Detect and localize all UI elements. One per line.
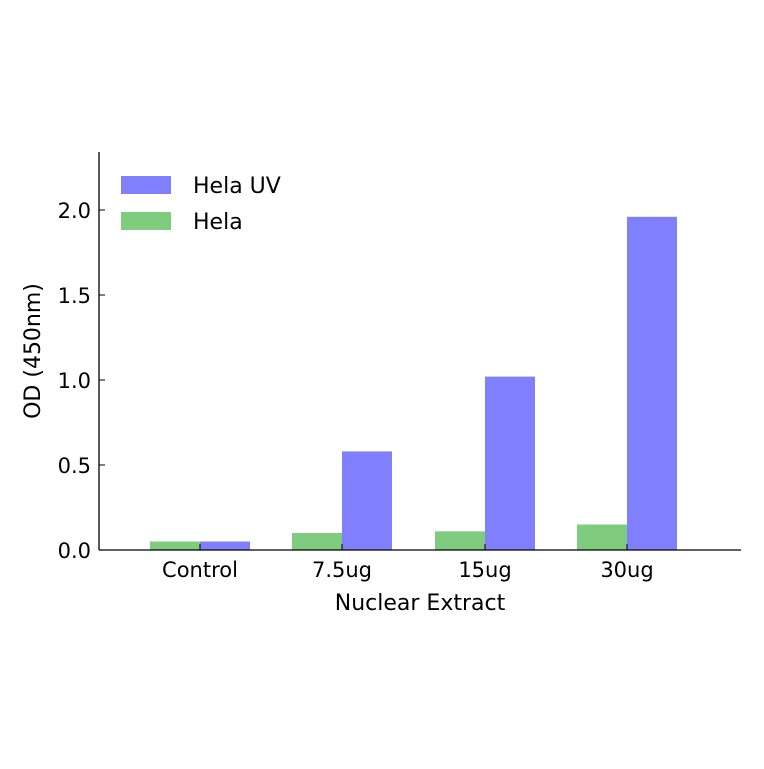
bar-hela-uv-15ug: [485, 376, 535, 550]
x-ticks-group: Control 7.5ug 15ug 30ug: [162, 544, 654, 582]
axes-group: [98, 152, 741, 551]
y-tick-label: 2.0: [58, 199, 91, 223]
y-tick-label: 1.0: [58, 369, 91, 393]
legend-swatch-hela: [121, 212, 171, 230]
y-axis-label: OD (450nm): [21, 283, 46, 419]
legend: Hela UV Hela: [121, 174, 281, 235]
x-tick-label: Control: [162, 558, 238, 582]
legend-label-hela-uv: Hela UV: [193, 174, 281, 199]
bar-hela-uv-7-5ug: [342, 451, 392, 550]
bar-hela-uv-control: [200, 541, 250, 550]
y-tick-label: 0.0: [58, 539, 91, 563]
bar-hela-uv-30ug: [627, 216, 677, 551]
x-axis-label: Nuclear Extract: [335, 591, 506, 616]
legend-swatch-hela-uv: [121, 176, 171, 194]
y-tick-label: 0.5: [58, 454, 91, 478]
bar-hela-7-5ug: [292, 533, 342, 550]
bar-hela-15ug: [435, 531, 485, 550]
legend-label-hela: Hela: [193, 210, 243, 235]
x-tick-label: 15ug: [458, 558, 511, 582]
bar-hela-control: [150, 541, 200, 550]
bar-hela-30ug: [577, 524, 627, 550]
x-tick-label: 30ug: [600, 558, 653, 582]
y-tick-label: 1.5: [58, 284, 91, 308]
x-tick-label: 7.5ug: [312, 558, 372, 582]
y-ticks-group: 0.0 0.5 1.0 1.5 2.0: [58, 199, 105, 563]
bars-group: [150, 216, 677, 551]
